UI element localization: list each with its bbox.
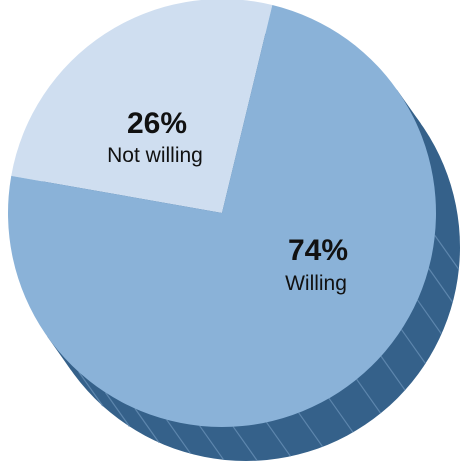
pie-side-facet-line (78, 371, 104, 407)
pie-top-face (7, 0, 436, 427)
pie-side-facet-line (417, 299, 442, 335)
pie-side-facet-line (266, 421, 291, 457)
pie-side-facet-line (380, 355, 406, 391)
slice-value-label-willing: 74% (288, 234, 348, 267)
pie-side-facet-line (298, 412, 324, 448)
pie-side-facet-line (166, 419, 192, 455)
pie-side-facet-line (104, 392, 130, 427)
slice-name-label-willing: Willing (285, 272, 347, 295)
pie-slice-not-willing (11, 0, 273, 213)
pie-side-facet-line (134, 408, 160, 443)
pie-side-facet-line (328, 397, 354, 433)
pie-side-facet-line (199, 425, 225, 461)
pie-side-facet-line (400, 329, 426, 364)
pie-labels: 26% Not willing 74% Willing (107, 107, 348, 295)
pie-side-facet-line (232, 426, 258, 461)
pie-slice-willing (7, 5, 436, 427)
pie-side-facet-line (434, 235, 460, 270)
slice-name-label-not-willing: Not willing (107, 144, 203, 167)
pie-side-facet-line (428, 268, 454, 303)
pie-side-facet-line (356, 378, 382, 414)
slice-value-label-not-willing: 26% (127, 107, 187, 140)
